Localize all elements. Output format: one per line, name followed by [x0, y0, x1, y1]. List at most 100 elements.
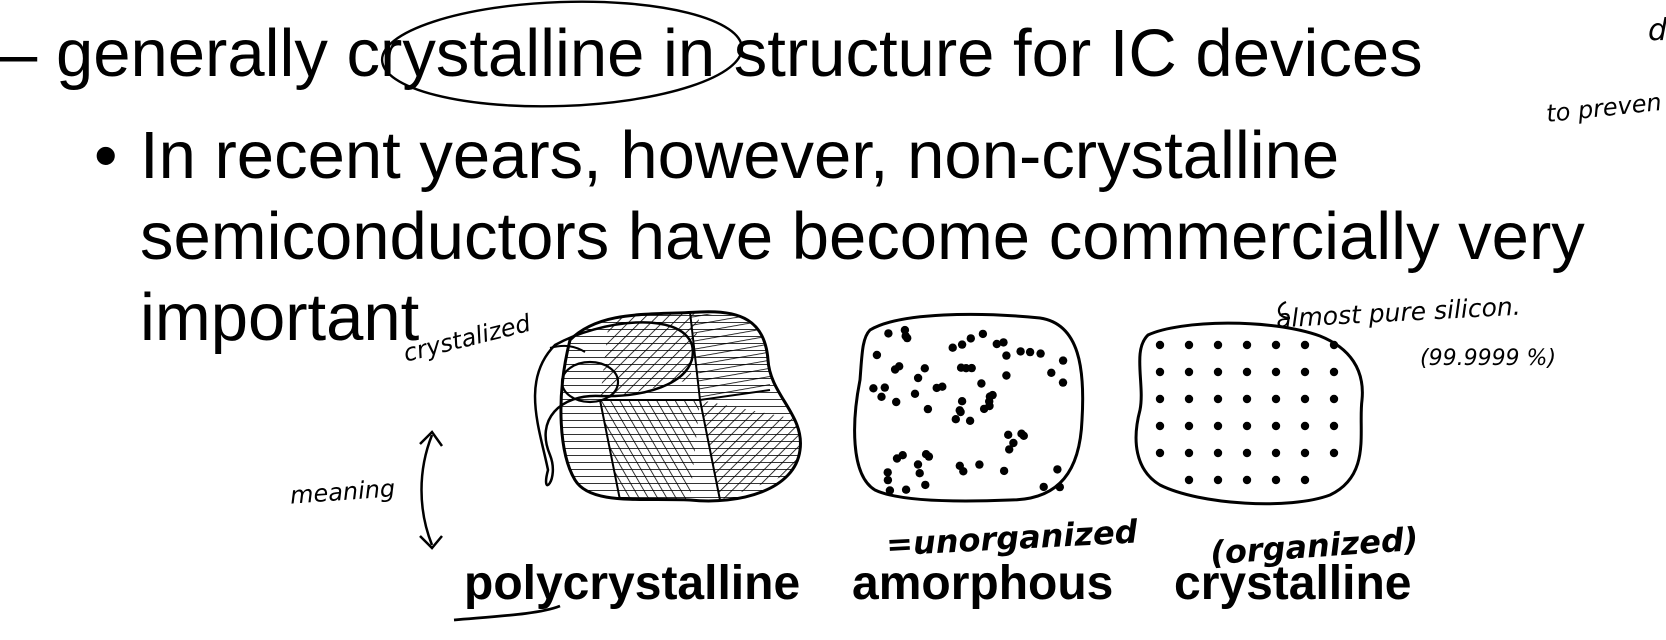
atom-dot [988, 390, 997, 400]
atom-dot [883, 475, 893, 485]
lattice-dot [1329, 421, 1339, 431]
lattice-dot [1213, 448, 1223, 458]
atom-dot [999, 338, 1008, 347]
lattice-dot [1155, 394, 1165, 404]
lattice-dot [1242, 448, 1252, 458]
atom-dot [883, 468, 892, 477]
atom-dot [1036, 349, 1045, 358]
atom-dot [877, 392, 886, 401]
lattice-dot [1300, 340, 1310, 350]
ink-circle-crystalline [380, 0, 744, 108]
atom-dot [920, 364, 929, 373]
atom-dot [975, 460, 984, 469]
ink-lasso-grain [533, 321, 695, 487]
atom-dot [885, 486, 895, 495]
atom-dot [1047, 368, 1056, 377]
lattice-dot [1242, 394, 1252, 404]
atom-dot [913, 460, 923, 469]
lattice-dot [1271, 421, 1281, 431]
atom-dot [872, 350, 882, 360]
ink-arrowhead-bottom [419, 535, 443, 550]
atom-dot [1053, 465, 1062, 474]
lattice-dot [1271, 475, 1281, 485]
atom-dot [913, 373, 923, 383]
heading-line: – generally crystalline in structure for … [0, 20, 1423, 87]
caption-polycrystalline: polycrystalline [464, 557, 801, 610]
atom-dot [1058, 378, 1068, 387]
atom-dot [910, 389, 920, 398]
annotation-purity: (99.9999 %) [1420, 346, 1557, 371]
lattice-dot [1213, 475, 1223, 485]
atom-dot [1055, 482, 1065, 492]
lattice-dot [1213, 340, 1223, 350]
bullet-line-1: • In recent years, however, non-crystalli… [94, 122, 1339, 189]
lattice-dot [1155, 421, 1165, 431]
atom-dot [1002, 351, 1011, 360]
lattice-dot [1184, 448, 1194, 458]
atom-dot [1017, 429, 1026, 438]
polycrystalline-outline [559, 310, 802, 503]
atom-dot [957, 340, 967, 349]
crystalline-outline [1134, 321, 1364, 506]
atom-dot [955, 406, 964, 415]
caption-crystalline: crystalline [1174, 557, 1412, 610]
lattice-dot [1300, 475, 1310, 485]
polycrystalline-figure [560, 311, 801, 501]
lattice-dot [1242, 475, 1252, 485]
atom-dot [959, 467, 968, 476]
atom-dot [900, 325, 910, 335]
atom-dot [1005, 445, 1014, 454]
atom-dot [892, 454, 902, 463]
lattice-dot [1271, 340, 1281, 350]
lattice-dot [1329, 340, 1339, 350]
lattice-dot [1242, 421, 1252, 431]
ink-small-circle [560, 360, 620, 404]
lattice-dot [1271, 367, 1281, 377]
amorphous-dots [869, 325, 1068, 495]
ink-arrowhead-top [419, 430, 444, 447]
ink-underline-poly [453, 604, 561, 622]
bullet-text-1: In recent years, however, non-crystallin… [140, 118, 1340, 193]
lattice-dot [1213, 367, 1223, 377]
atom-dot [923, 404, 933, 414]
atom-dot [977, 379, 986, 388]
lattice-dot [1300, 421, 1310, 431]
atom-dot [948, 343, 957, 352]
lattice-dot [1242, 340, 1252, 350]
ink-pointer [549, 344, 586, 353]
ink-curl [1277, 300, 1291, 320]
atom-dot [965, 416, 975, 425]
atom-dot [961, 364, 971, 373]
lattice-dot [1155, 367, 1165, 377]
atom-dot [869, 384, 878, 393]
lattice-dot [1155, 340, 1165, 350]
lattice-dot [1300, 448, 1310, 458]
atom-dot [1025, 347, 1035, 357]
atom-dot [1039, 482, 1048, 492]
atom-dot [884, 329, 893, 338]
atom-dot [901, 485, 911, 494]
lattice-dot [1300, 394, 1310, 404]
atom-dot [951, 415, 960, 424]
atom-dot [957, 397, 967, 406]
lattice-dot [1329, 394, 1339, 404]
atom-dot [880, 383, 889, 392]
annotation-d: d [1648, 13, 1666, 48]
atom-dot [1004, 430, 1013, 439]
lattice-dot [1242, 367, 1252, 377]
amorphous-outline [853, 312, 1085, 503]
atom-dot [1016, 347, 1025, 356]
atom-dot [892, 397, 901, 407]
atom-dot [915, 469, 924, 478]
lattice-dot [1213, 394, 1223, 404]
lattice-dot [1329, 367, 1339, 377]
lattice-dot [1271, 394, 1281, 404]
atom-dot [1002, 371, 1011, 380]
atom-dot [932, 383, 941, 393]
atom-dot [999, 466, 1009, 476]
bullet-line-2: semiconductors have become commercially … [140, 199, 1585, 274]
lattice-dot [1155, 448, 1165, 458]
lattice-dot [1184, 340, 1194, 350]
atom-dot [921, 450, 931, 459]
lattice-dot [1184, 394, 1194, 404]
